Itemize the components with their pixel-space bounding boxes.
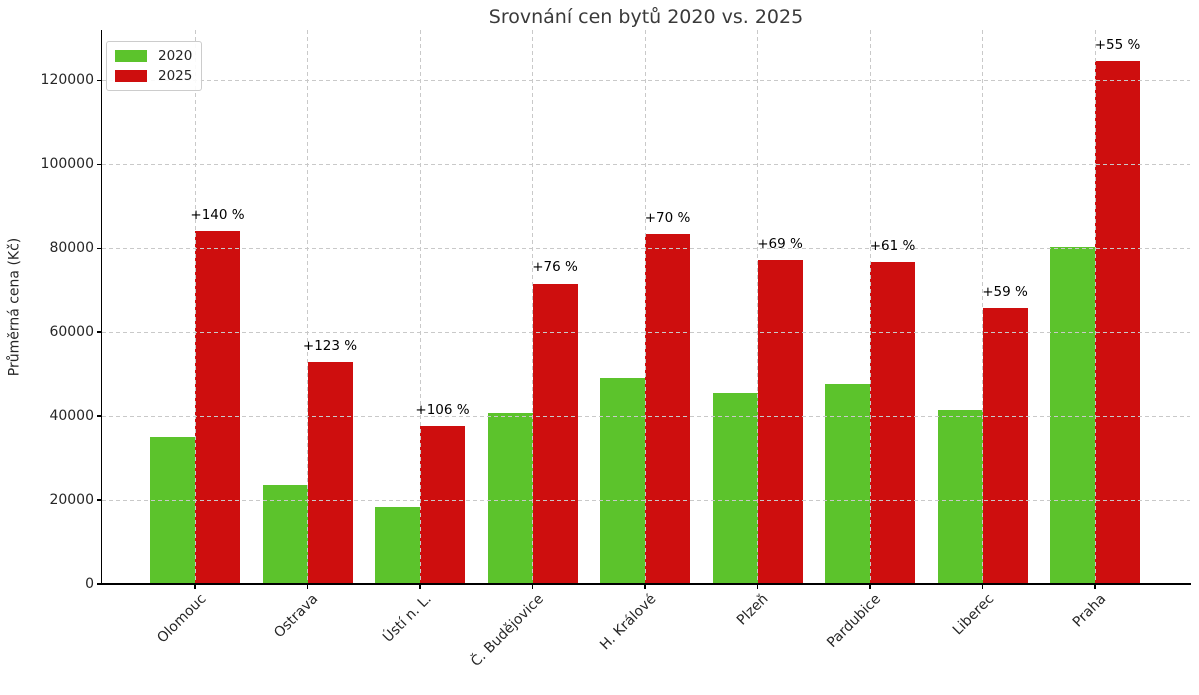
y-tick-mark-60000 — [96, 331, 101, 333]
y-tick-mark-40000 — [96, 415, 101, 417]
bar-label-6: +61 % — [869, 237, 916, 254]
bar-label-1: +123 % — [302, 337, 358, 354]
bar-2025-3 — [532, 283, 578, 584]
chart-title: Srovnání cen bytů 2020 vs. 2025 — [488, 6, 804, 28]
legend-label-2020: 2020 — [158, 48, 193, 64]
y-tick-mark-120000 — [96, 79, 101, 82]
y-tick-mark-100000 — [96, 163, 101, 165]
bar-2020-6 — [825, 383, 870, 584]
bar-label-4: +70 % — [644, 210, 691, 227]
bar-2025-1 — [307, 361, 353, 584]
y-tick-label-120000: 120000 — [40, 72, 94, 89]
y-tick-label-40000: 40000 — [49, 408, 94, 425]
bar-2020-2 — [375, 507, 420, 584]
x-tick-label-7: Liberec — [949, 591, 997, 639]
y-tick-label-20000: 20000 — [49, 492, 94, 509]
legend-item-2020: 2020 — [115, 46, 192, 66]
bar-2020-5 — [712, 392, 758, 584]
bar-2025-5 — [757, 260, 803, 584]
x-tick-mark-7 — [981, 584, 984, 589]
bar-2025-0 — [195, 231, 240, 584]
y-axis-label-text: Průměrná cena (Kč) — [6, 237, 23, 377]
bar-2020-1 — [262, 484, 308, 584]
x-tick-label-8: Praha — [1069, 591, 1110, 631]
x-tick-label-2: Ústí n. L. — [379, 591, 435, 646]
bar-2025-2 — [420, 425, 465, 584]
x-tick-mark-5 — [756, 584, 759, 589]
x-tick-mark-6 — [869, 584, 871, 589]
bars-layer — [102, 30, 1190, 584]
bar-2025-8 — [1095, 61, 1140, 584]
x-tick-mark-8 — [1094, 584, 1096, 589]
y-tick-mark-20000 — [96, 499, 101, 501]
y-tick-mark-0 — [96, 583, 101, 585]
x-tick-label-4: H. Králové — [597, 591, 660, 654]
plot-area — [102, 30, 1190, 584]
bar-2020-8 — [1050, 246, 1095, 584]
legend-label-2025: 2025 — [158, 68, 193, 84]
bar-label-3: +76 % — [532, 259, 578, 276]
bar-2025-4 — [645, 234, 690, 584]
x-tick-label-6: Pardubice — [824, 591, 885, 651]
x-tick-label-1: Ostrava — [271, 591, 322, 642]
bar-2020-3 — [487, 413, 533, 584]
bar-label-5: +69 % — [757, 236, 803, 253]
x-tick-label-5: Plzeň — [734, 591, 772, 629]
x-axis-spine — [100, 583, 1191, 585]
legend: 2020 2025 — [106, 41, 203, 91]
x-tick-mark-2 — [419, 584, 421, 589]
x-tick-mark-4 — [644, 584, 646, 589]
bar-2020-4 — [600, 378, 645, 584]
legend-swatch-2025 — [115, 70, 147, 82]
x-tick-mark-1 — [306, 584, 309, 589]
bar-label-8: +55 % — [1094, 37, 1141, 54]
bar-2025-6 — [870, 261, 915, 584]
y-tick-label-0: 0 — [85, 576, 94, 592]
y-tick-label-100000: 100000 — [40, 156, 94, 173]
y-tick-label-60000: 60000 — [49, 324, 94, 341]
x-tick-label-0: Olomouc — [153, 591, 210, 647]
y-tick-mark-80000 — [96, 247, 101, 249]
bar-2020-7 — [937, 410, 983, 584]
bar-2025-7 — [982, 307, 1028, 584]
x-tick-mark-0 — [194, 584, 196, 589]
bar-label-7: +59 % — [982, 283, 1028, 300]
y-tick-label-80000: 80000 — [49, 240, 94, 257]
x-tick-mark-3 — [531, 584, 534, 589]
legend-item-2025: 2025 — [115, 66, 192, 86]
legend-swatch-2020 — [115, 50, 147, 62]
bar-label-2: +106 % — [415, 401, 470, 418]
x-tick-label-3: Č. Budějovice — [467, 591, 547, 670]
bar-2020-0 — [150, 437, 195, 584]
bar-label-0: +140 % — [190, 207, 245, 224]
y-axis-spine — [100, 30, 103, 585]
